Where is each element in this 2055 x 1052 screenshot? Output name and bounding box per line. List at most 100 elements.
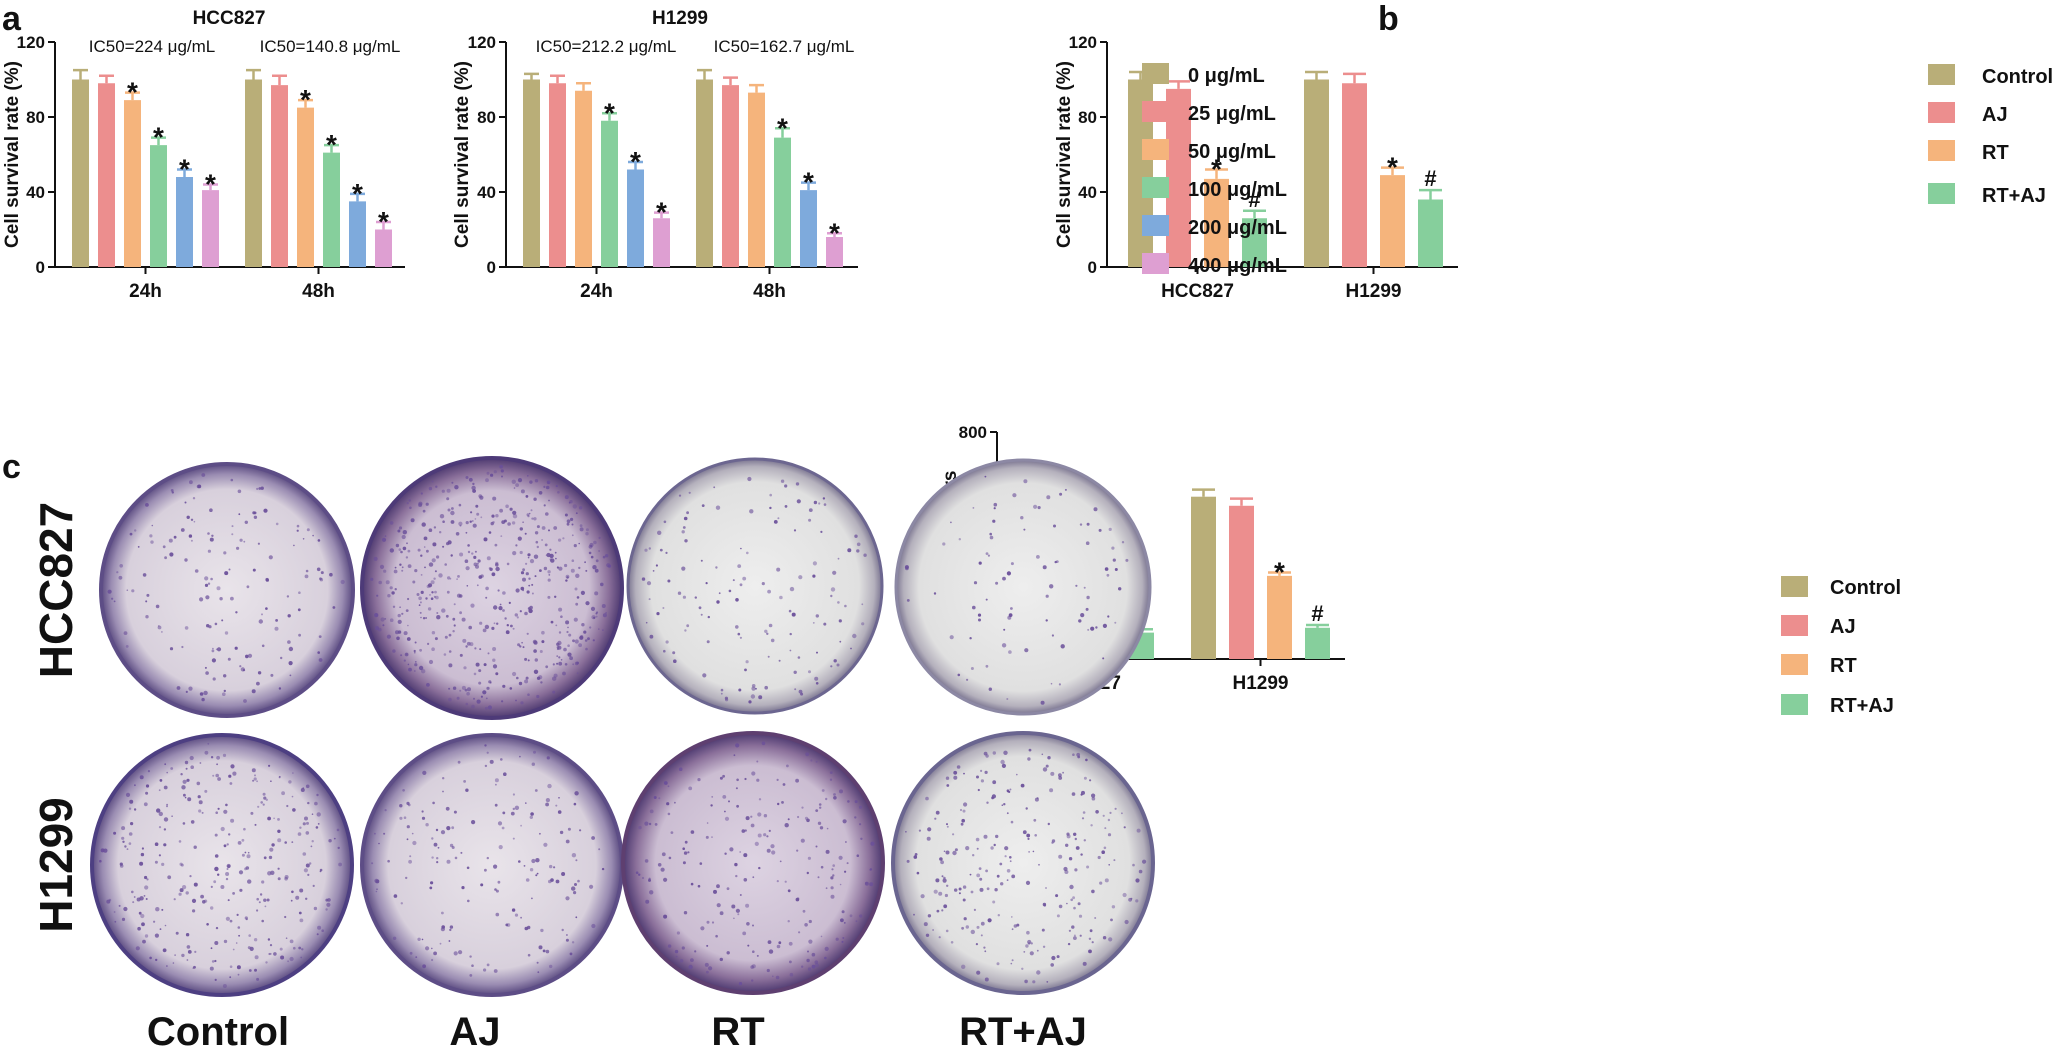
colony-dot [401,569,404,572]
colony-dot [293,946,296,950]
colony-dot [265,961,268,964]
colony-dot [663,649,666,653]
colony-dot [503,772,507,776]
colony-dot [776,880,779,883]
colony-dot [251,689,256,694]
colony-dot [525,802,527,804]
colony-dot [301,948,304,951]
colony-dot [808,518,812,522]
y-tick-label: 0 [36,258,45,277]
colony-dot [269,847,274,852]
colony-dot [572,639,575,643]
colony-dot [226,868,229,870]
colony-dot [227,899,230,902]
colony-dot [214,622,218,626]
colony-dot [122,840,125,843]
colony-dot [267,816,271,821]
colony-dot [808,670,811,674]
colony-dot [535,858,540,863]
colony-dot [534,575,537,578]
colony-dot [119,862,123,866]
colony-dot [1036,970,1041,975]
colony-dot [230,478,234,482]
colony-dot [1004,846,1009,851]
colony-dot [1051,841,1054,844]
colony-dot [470,511,473,514]
colony-dot [404,652,409,657]
colony-dot [648,878,651,882]
colony-dot [598,550,600,552]
colony-dot [936,909,940,913]
colony-dot [268,855,273,860]
colony-dot [646,581,652,586]
colony-dot [461,685,466,690]
colony-dot [183,793,186,797]
colony-dot [286,595,290,598]
colony-dot [193,882,198,887]
colony-dot [1099,881,1103,885]
colony-dot [161,631,163,633]
colony-dot [1135,878,1140,883]
x-tick-label-h1299: H1299 [1346,281,1402,302]
colony-dot [395,543,400,548]
colony-dot [211,658,216,663]
colony-dot [958,538,961,541]
colony-dot [1006,789,1010,792]
colony-dot [426,683,430,687]
colony-dot [992,900,996,904]
colony-dot [724,810,726,813]
colony-dot [526,632,529,635]
colony-dot [417,548,421,552]
colony-dot [752,924,754,927]
colony-dot [144,934,149,938]
colony-dot [457,760,461,764]
colony-dot [407,564,412,568]
colony-dot [418,665,424,671]
colony-dot [1010,820,1014,824]
colony-dot [674,949,679,954]
legend-label-400: 400 μg/mL [1188,255,1287,277]
colony-dot [534,531,539,535]
colony-dot [292,772,294,774]
colony-dot [201,811,204,814]
colony-dot [961,818,965,823]
colony-dot [787,920,790,923]
colony-dot [562,671,566,676]
colony-dot [499,508,503,513]
colony-dot [214,854,219,858]
colony-dot [555,804,558,807]
colony-dot [305,831,310,835]
bar-24h-50-g-ml [124,100,141,267]
colony-dot [158,789,161,792]
colony-dot [253,515,258,519]
colony-dot [1027,939,1032,945]
colony-dot [209,537,214,542]
bar-48h-50-g-ml [297,107,314,267]
colony-dot [770,638,775,643]
colony-dot [447,508,451,512]
colony-dot [172,962,175,964]
colony-dot [401,566,404,569]
colony-dot [719,776,723,780]
colony-dot [217,807,220,810]
colony-dot [1032,850,1035,853]
colony-dot [536,961,539,964]
colony-dot [1083,586,1086,589]
colony-dot [698,606,702,610]
colony-dot [467,899,470,903]
colony-dot [406,838,409,841]
colony-dot [533,497,537,501]
colony-dot [579,527,584,532]
colony-dot [578,643,582,648]
colony-dot [1087,628,1090,631]
colony-dot [99,859,102,863]
colony-dot [648,877,651,880]
colony-dot [106,899,111,904]
colony-dot [222,753,227,758]
colony-dot [575,602,579,606]
colony-dot [382,624,385,627]
colony-dot [204,666,207,669]
colony-dot [241,853,245,857]
legend-c-swatch-control [1781,576,1808,597]
colony-dot [788,609,792,613]
